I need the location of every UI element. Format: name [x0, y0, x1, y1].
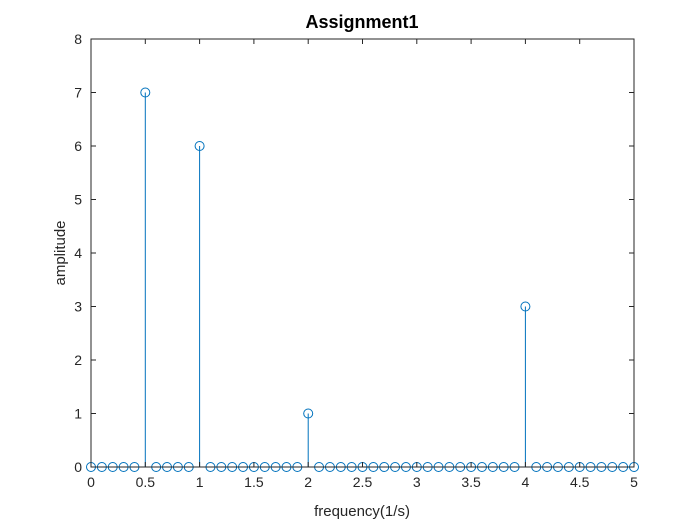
stem-marker	[140, 87, 151, 98]
x-tick-label: 1.5	[244, 474, 264, 490]
chart-title: Assignment1	[305, 12, 418, 32]
x-tick-label: 3.5	[461, 474, 481, 490]
stem-marker	[303, 408, 314, 419]
x-tick-label: 1	[196, 474, 204, 490]
y-tick-label: 0	[74, 459, 82, 475]
x-axis-label: frequency(1/s)	[314, 503, 410, 520]
plot-area	[91, 39, 634, 467]
stem-marker	[520, 301, 531, 312]
y-tick-label: 8	[74, 31, 82, 47]
y-tick-label: 5	[74, 192, 82, 208]
x-tick-label: 5	[630, 474, 638, 490]
y-tick-label: 6	[74, 138, 82, 154]
x-tick-label: 2.5	[353, 474, 373, 490]
x-tick-label: 0.5	[136, 474, 156, 490]
y-tick-label: 2	[74, 352, 82, 368]
y-tick-label: 4	[74, 245, 82, 261]
y-axis-label: amplitude	[52, 220, 69, 285]
plot-background	[91, 39, 634, 467]
x-tick-label: 4	[522, 474, 530, 490]
stem-lines	[144, 92, 526, 467]
y-axis-ticks: 0 1 2 3 4 5 6 7 8	[74, 31, 634, 475]
x-axis-ticks: 0 0.5 1 1.5 2 2.5 3 3.5 4 4.5 5	[87, 39, 638, 490]
y-tick-label: 3	[74, 299, 82, 315]
x-tick-label: 2	[304, 474, 312, 490]
x-tick-label: 3	[413, 474, 421, 490]
x-tick-label: 4.5	[570, 474, 590, 490]
y-tick-label: 7	[74, 85, 82, 101]
y-tick-label: 1	[74, 406, 82, 422]
stem-marker	[194, 141, 205, 151]
x-tick-label: 0	[87, 474, 95, 490]
